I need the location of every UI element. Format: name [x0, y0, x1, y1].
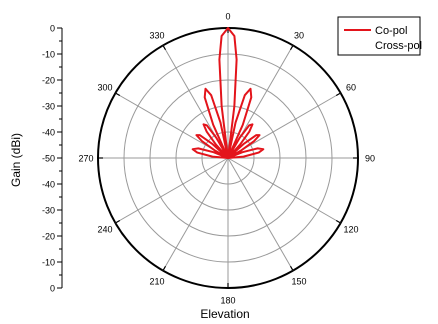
x-axis-label: Elevation: [200, 307, 249, 321]
angle-tick-label: 330: [149, 31, 164, 41]
radial-tick-label: -20: [42, 232, 55, 242]
angle-tick-label: 240: [98, 225, 113, 235]
angle-tick-label: 210: [149, 276, 164, 286]
radial-tick-label: -30: [42, 206, 55, 216]
plot-series: [191, 27, 265, 159]
radial-tick-label: -40: [42, 180, 55, 190]
angle-tick-labels: 0 30 60 90 120 150 180 210 240 270 300 330: [78, 12, 375, 306]
radial-tick-label: -30: [42, 102, 55, 112]
legend-label-cross-pol: Cross-pol: [375, 40, 422, 52]
angle-tick-mark: [289, 45, 294, 51]
legend-label-co-pol: Co-pol: [375, 25, 407, 37]
angle-tick-label: 180: [220, 296, 235, 306]
radial-tick-label: -50: [42, 154, 55, 164]
angle-tick-label: 150: [291, 276, 306, 286]
radial-tick-label: -10: [42, 258, 55, 268]
y-axis-label: Gain (dBi): [9, 133, 23, 187]
radial-tick-label: -20: [42, 76, 55, 86]
angle-tick-label: 60: [346, 83, 356, 93]
radial-tick-label: -40: [42, 128, 55, 138]
angle-tick-label: 30: [294, 31, 304, 41]
angle-tick-mark: [335, 219, 341, 224]
angle-tick-mark: [162, 45, 167, 51]
angle-tick-label: 120: [343, 225, 358, 235]
angle-tick-mark: [289, 265, 294, 271]
legend: Co-pol Cross-pol: [337, 16, 422, 56]
grid-spoke: [115, 157, 229, 224]
grid-spoke: [227, 157, 294, 271]
radial-tick-label: 0: [50, 24, 55, 34]
angle-tick-mark: [115, 92, 121, 97]
angle-tick-label: 0: [225, 12, 230, 22]
series-line-co-pol: [191, 27, 265, 159]
grid-spoke: [227, 157, 341, 224]
angle-tick-mark: [335, 92, 341, 97]
angle-tick-label: 270: [78, 154, 93, 164]
angle-tick-mark: [115, 219, 121, 224]
legend-box: [337, 16, 421, 56]
angle-tick-label: 90: [365, 154, 375, 164]
grid-spoke: [162, 157, 229, 271]
radial-tick-label: -10: [42, 50, 55, 60]
angle-tick-label: 300: [98, 83, 113, 93]
radial-axis: 0 0 -10 -10 -20 -20 -30 -30 -40 -40 -50: [42, 24, 63, 294]
angle-tick-mark: [162, 265, 167, 271]
radial-tick-label: 0: [50, 284, 55, 294]
